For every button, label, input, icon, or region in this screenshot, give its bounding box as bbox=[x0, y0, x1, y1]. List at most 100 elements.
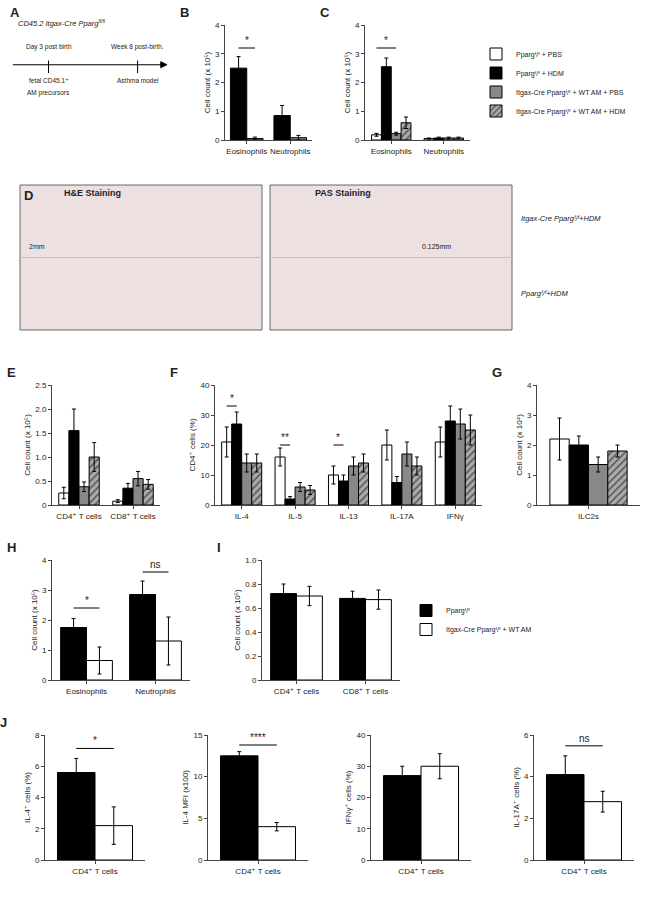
svg-text:2: 2 bbox=[524, 814, 529, 823]
svg-text:2.5: 2.5 bbox=[35, 381, 47, 390]
svg-text:3: 3 bbox=[215, 50, 220, 59]
svg-text:ns: ns bbox=[579, 733, 590, 744]
svg-text:H&E Staining: H&E Staining bbox=[64, 188, 121, 198]
svg-text:*: * bbox=[384, 35, 388, 46]
svg-text:20: 20 bbox=[200, 441, 209, 450]
svg-text:PAS Staining: PAS Staining bbox=[315, 188, 371, 198]
svg-text:0.125mm: 0.125mm bbox=[422, 243, 451, 250]
svg-text:3: 3 bbox=[355, 50, 360, 59]
svg-text:1: 1 bbox=[355, 107, 360, 116]
svg-text:E: E bbox=[7, 365, 16, 380]
svg-text:40: 40 bbox=[356, 731, 365, 740]
svg-text:3: 3 bbox=[527, 411, 532, 420]
svg-text:IL-5: IL-5 bbox=[288, 512, 302, 521]
svg-text:4: 4 bbox=[355, 21, 360, 30]
svg-text:H: H bbox=[7, 540, 16, 555]
svg-text:CD8⁺ T cells: CD8⁺ T cells bbox=[110, 512, 155, 521]
svg-text:*: * bbox=[93, 735, 97, 746]
svg-text:CD8⁺ T cells: CD8⁺ T cells bbox=[343, 687, 388, 696]
svg-text:IL-17A⁺ cells (%): IL-17A⁺ cells (%) bbox=[512, 767, 521, 828]
svg-text:1: 1 bbox=[527, 471, 532, 480]
svg-text:D: D bbox=[24, 188, 33, 203]
svg-text:Day 3 post birth: Day 3 post birth bbox=[26, 43, 72, 51]
svg-text:IL-4 MFI (x100): IL-4 MFI (x100) bbox=[181, 770, 190, 825]
svg-text:CD4⁺ T cells: CD4⁺ T cells bbox=[274, 687, 319, 696]
svg-text:J: J bbox=[0, 715, 7, 730]
svg-text:IL-13: IL-13 bbox=[339, 512, 358, 521]
svg-text:Week 8 post-birth.: Week 8 post-birth. bbox=[111, 43, 164, 51]
svg-text:0: 0 bbox=[198, 856, 203, 865]
svg-text:AM precursors: AM precursors bbox=[27, 89, 70, 97]
svg-text:0.8: 0.8 bbox=[245, 580, 257, 589]
svg-text:0: 0 bbox=[361, 856, 366, 865]
svg-text:20: 20 bbox=[356, 793, 365, 802]
svg-text:Itgax-Cre Ppargᶠ/ᶠ + WT AM + P: Itgax-Cre Ppargᶠ/ᶠ + WT AM + PBS bbox=[516, 89, 624, 97]
svg-text:B: B bbox=[180, 5, 189, 20]
svg-text:0: 0 bbox=[35, 856, 40, 865]
svg-text:CD45.2 Itgax-Cre Pparg​fl/fl​: CD45.2 Itgax-Cre Pparg​fl/fl​ bbox=[18, 18, 105, 28]
svg-text:IL-4⁺ cells (%): IL-4⁺ cells (%) bbox=[23, 772, 32, 823]
svg-text:0: 0 bbox=[524, 856, 529, 865]
svg-text:IFNγ: IFNγ bbox=[447, 512, 464, 521]
svg-text:2: 2 bbox=[527, 441, 532, 450]
svg-text:Cell count (x 10⁵): Cell count (x 10⁵) bbox=[203, 51, 212, 113]
svg-text:10: 10 bbox=[193, 772, 202, 781]
svg-text:2: 2 bbox=[42, 616, 47, 625]
svg-text:Ppargᶠ/ᶠ+HDM: Ppargᶠ/ᶠ+HDM bbox=[521, 289, 568, 298]
svg-text:Neutrophils: Neutrophils bbox=[135, 687, 175, 696]
svg-text:I: I bbox=[217, 540, 221, 555]
svg-text:ILC2s: ILC2s bbox=[578, 512, 599, 521]
svg-text:****: **** bbox=[250, 732, 266, 743]
svg-text:Asthma model: Asthma model bbox=[117, 77, 159, 84]
svg-text:CD4⁺ T cells: CD4⁺ T cells bbox=[235, 867, 280, 876]
svg-text:Itgax-Cre Ppargᶠ/ᶠ + WT AM: Itgax-Cre Ppargᶠ/ᶠ + WT AM bbox=[446, 626, 532, 634]
svg-text:1: 1 bbox=[215, 107, 220, 116]
svg-text:IFNγ⁺ cells (%): IFNγ⁺ cells (%) bbox=[344, 770, 353, 824]
svg-text:Itgax-Cre Ppargᶠ/ᶠ+HDM: Itgax-Cre Ppargᶠ/ᶠ+HDM bbox=[521, 214, 601, 223]
svg-text:F: F bbox=[170, 365, 178, 380]
svg-text:1: 1 bbox=[42, 646, 47, 655]
svg-text:A: A bbox=[10, 5, 20, 20]
svg-text:4: 4 bbox=[42, 556, 47, 565]
svg-text:6: 6 bbox=[35, 762, 40, 771]
svg-text:10: 10 bbox=[200, 471, 209, 480]
svg-text:Ppargᶠ/ᶠ: Ppargᶠ/ᶠ bbox=[446, 607, 470, 615]
svg-text:*: * bbox=[336, 432, 340, 443]
svg-text:30: 30 bbox=[356, 762, 365, 771]
svg-text:Eosinophils: Eosinophils bbox=[371, 147, 412, 156]
svg-text:CD4⁺ T cells: CD4⁺ T cells bbox=[398, 867, 443, 876]
svg-text:0: 0 bbox=[252, 676, 257, 685]
svg-text:Cell count (x 10⁵): Cell count (x 10⁵) bbox=[30, 589, 39, 651]
svg-text:1.0: 1.0 bbox=[35, 453, 47, 462]
svg-text:4: 4 bbox=[35, 793, 40, 802]
svg-text:ns: ns bbox=[150, 559, 161, 570]
svg-text:0.2: 0.2 bbox=[245, 652, 257, 661]
svg-text:CD4⁺ T cells: CD4⁺ T cells bbox=[561, 867, 606, 876]
svg-text:CD4⁺ T cells: CD4⁺ T cells bbox=[72, 867, 117, 876]
svg-text:CD4⁺ T cells: CD4⁺ T cells bbox=[56, 512, 101, 521]
svg-text:Cell count (x 10⁵): Cell count (x 10⁵) bbox=[23, 414, 32, 476]
svg-text:1.0: 1.0 bbox=[245, 556, 257, 565]
svg-text:2mm: 2mm bbox=[29, 243, 45, 250]
svg-text:0.6: 0.6 bbox=[245, 604, 257, 613]
svg-text:30: 30 bbox=[200, 411, 209, 420]
svg-text:0: 0 bbox=[355, 136, 360, 145]
svg-text:fetal CD45.1⁺: fetal CD45.1⁺ bbox=[29, 77, 69, 84]
svg-text:Neutrophils: Neutrophils bbox=[270, 147, 310, 156]
svg-text:10: 10 bbox=[356, 825, 365, 834]
svg-text:Ppargᶠ/ᶠ + HDM: Ppargᶠ/ᶠ + HDM bbox=[516, 70, 564, 78]
svg-text:2: 2 bbox=[35, 825, 40, 834]
svg-text:**: ** bbox=[281, 432, 289, 443]
svg-text:Ppargᶠ/ᶠ + PBS: Ppargᶠ/ᶠ + PBS bbox=[516, 51, 562, 59]
svg-text:3: 3 bbox=[42, 586, 47, 595]
svg-text:*: * bbox=[230, 393, 234, 404]
svg-text:IL-17A: IL-17A bbox=[390, 512, 414, 521]
svg-text:Itgax-Cre Ppargᶠ/ᶠ + WT AM + H: Itgax-Cre Ppargᶠ/ᶠ + WT AM + HDM bbox=[516, 108, 625, 116]
svg-text:0: 0 bbox=[215, 136, 220, 145]
svg-text:Cell count (x 10⁵): Cell count (x 10⁵) bbox=[343, 51, 352, 113]
svg-text:6: 6 bbox=[524, 731, 529, 740]
svg-text:40: 40 bbox=[200, 381, 209, 390]
svg-text:2: 2 bbox=[355, 78, 360, 87]
svg-text:G: G bbox=[492, 365, 502, 380]
svg-text:0: 0 bbox=[527, 501, 532, 510]
